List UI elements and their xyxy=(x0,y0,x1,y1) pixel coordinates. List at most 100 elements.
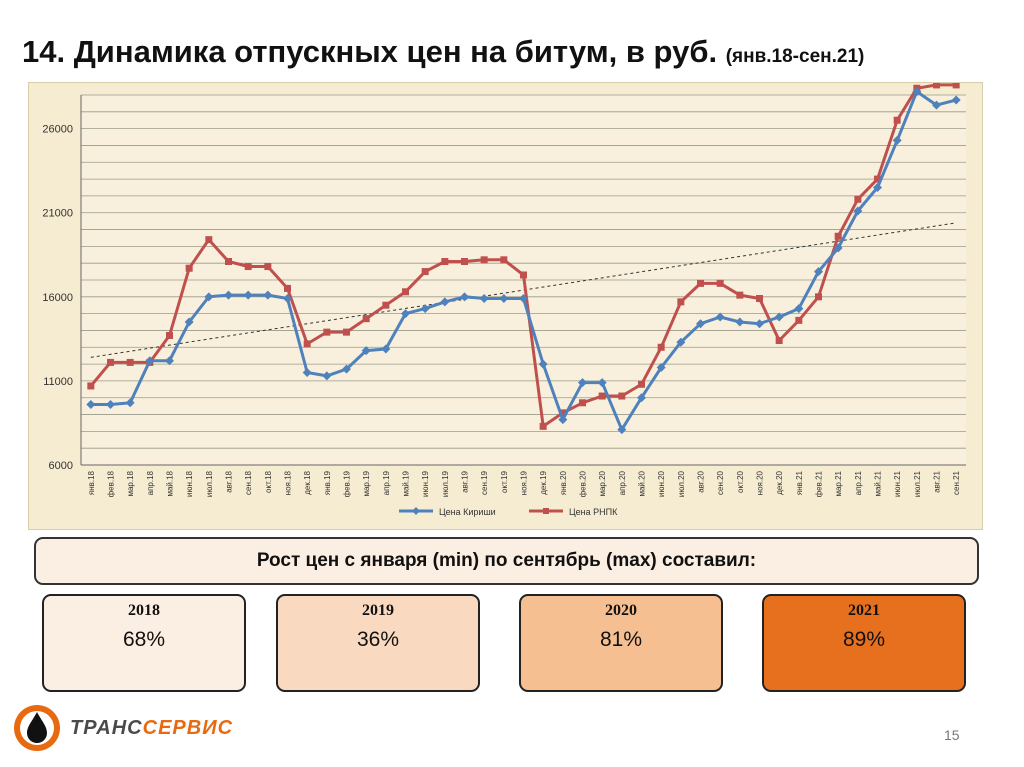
x-tick-label: дек.18 xyxy=(303,470,312,494)
data-point xyxy=(598,392,606,400)
data-point xyxy=(461,258,468,265)
title-main: 14. Динамика отпускных цен на битум, в р… xyxy=(22,34,718,69)
data-point xyxy=(814,267,823,277)
x-tick-label: июн.19 xyxy=(421,470,430,497)
data-point xyxy=(185,264,193,272)
data-point xyxy=(874,175,881,183)
data-point xyxy=(479,294,489,303)
data-point xyxy=(86,399,96,409)
data-point xyxy=(283,294,292,303)
x-tick-label: окт.20 xyxy=(736,470,745,492)
card-value: 68% xyxy=(122,628,166,651)
data-point xyxy=(697,279,704,287)
data-point xyxy=(559,409,567,417)
x-tick-label: авг.21 xyxy=(933,470,942,492)
data-point xyxy=(323,328,331,336)
x-tick-label: янв.19 xyxy=(323,470,332,495)
summary-text: Рост цен с января (min) по сентябрь (max… xyxy=(256,550,757,571)
data-point xyxy=(421,268,429,276)
data-point xyxy=(657,343,665,351)
x-tick-label: сен.18 xyxy=(244,470,253,495)
data-point xyxy=(834,232,842,240)
y-tick-label: 6000 xyxy=(49,460,73,472)
x-tick-label: июл.19 xyxy=(441,470,450,497)
chart-svg: 6000 11000 16000 21000 26000 янв.18 фев.18 мар.… xyxy=(42,83,966,517)
data-point xyxy=(204,292,214,302)
data-point xyxy=(538,359,548,369)
y-tick-label: 16000 xyxy=(42,292,73,304)
x-tick-label: июн.20 xyxy=(657,470,666,497)
y-tick-label: 26000 xyxy=(42,124,73,136)
data-point xyxy=(854,195,862,203)
x-tick-label: авг.18 xyxy=(225,470,234,492)
x-tick-label: янв.18 xyxy=(87,470,96,495)
title-sub: (янв.18-сен.21) xyxy=(725,46,865,67)
data-point xyxy=(343,328,350,336)
x-tick-label: фев.21 xyxy=(815,470,824,497)
card-2018: 2018 68% xyxy=(42,594,246,692)
x-tick-label: июл.21 xyxy=(913,470,922,497)
data-point xyxy=(579,399,586,407)
data-point xyxy=(401,309,410,319)
data-point xyxy=(402,288,409,296)
x-tick-label: июл.20 xyxy=(677,470,686,497)
data-point xyxy=(656,362,666,372)
data-point xyxy=(500,256,508,264)
data-point xyxy=(774,312,784,322)
logo-text-accent: СЕРВИС xyxy=(142,716,234,739)
data-point xyxy=(952,83,960,89)
card-year: 2020 xyxy=(605,602,637,619)
y-tick-label: 21000 xyxy=(42,208,73,220)
x-tick-label: май.19 xyxy=(402,470,411,496)
data-point xyxy=(775,337,783,345)
data-point xyxy=(539,422,547,430)
data-point xyxy=(794,304,804,314)
data-point xyxy=(933,83,940,89)
data-point xyxy=(224,290,233,300)
data-point xyxy=(519,294,528,303)
data-point xyxy=(833,243,843,253)
data-point xyxy=(558,415,568,425)
x-tick-label: авг.20 xyxy=(697,470,706,492)
card-value: 81% xyxy=(599,628,643,651)
data-point xyxy=(637,393,646,403)
x-tick-label: май.20 xyxy=(638,470,647,496)
x-tick-label: авг.19 xyxy=(461,470,470,492)
data-point xyxy=(735,317,745,327)
card-value: 89% xyxy=(842,628,886,651)
data-point xyxy=(440,297,450,307)
data-point xyxy=(420,304,430,314)
x-tick-label: дек.19 xyxy=(539,470,548,494)
data-point xyxy=(125,398,135,408)
logo-text: ТРАНССЕРВИС xyxy=(70,717,233,740)
line-chart: 6000 11000 16000 21000 26000 янв.18 фев.18 мар.… xyxy=(28,82,983,530)
data-point xyxy=(716,279,724,287)
x-tick-label: ноя.19 xyxy=(520,470,529,495)
data-point xyxy=(480,256,488,264)
legend-label: Цена Кириши xyxy=(439,507,496,517)
data-point xyxy=(696,319,705,329)
data-point xyxy=(205,236,213,244)
data-point xyxy=(578,378,587,388)
x-tick-label: мар.19 xyxy=(362,470,371,496)
data-point xyxy=(381,344,391,354)
x-tick-label: май.18 xyxy=(166,470,175,496)
x-tick-label: ноя.18 xyxy=(284,470,293,495)
legend-marker xyxy=(543,508,549,514)
x-tick-label: окт.18 xyxy=(264,470,273,492)
card-year: 2018 xyxy=(128,602,160,619)
data-point xyxy=(618,392,626,400)
legend-label: Цена РНПК xyxy=(569,507,618,517)
data-point xyxy=(893,116,901,124)
data-point xyxy=(342,364,351,374)
logo-text-prefix: ТРАНС xyxy=(70,716,143,739)
data-point xyxy=(126,358,134,366)
x-tick-label: мар.20 xyxy=(598,470,607,496)
data-point xyxy=(795,316,803,324)
x-tick-label: июн.18 xyxy=(185,470,194,497)
data-point xyxy=(520,271,527,279)
card-2020: 2020 81% xyxy=(519,594,723,692)
x-tick-label: апр.19 xyxy=(382,470,391,495)
data-point xyxy=(736,291,744,299)
data-point xyxy=(676,337,686,347)
